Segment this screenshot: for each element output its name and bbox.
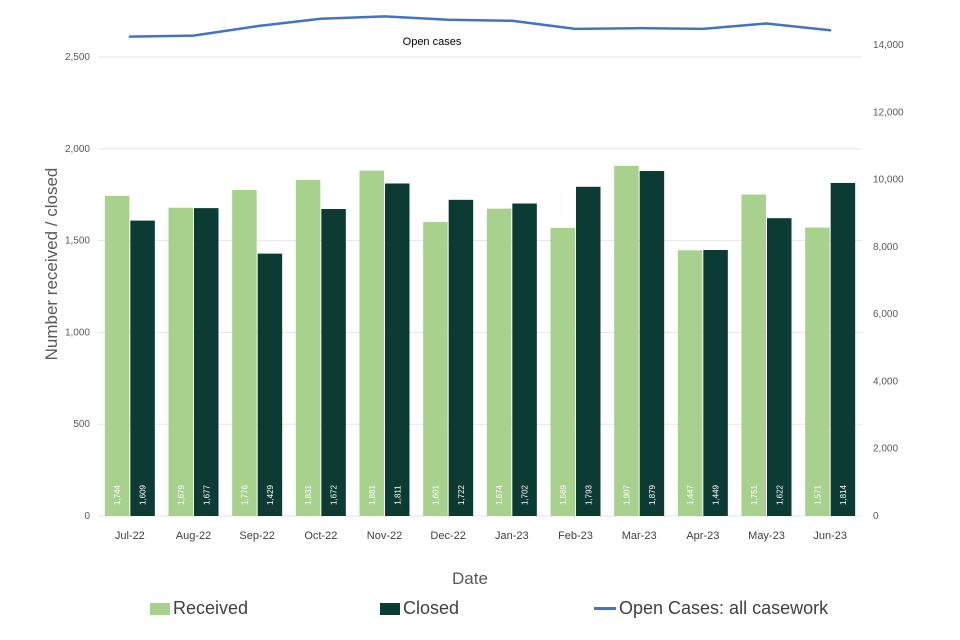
y2-tick-label: 4,000 <box>873 376 898 387</box>
legend-label-open-cases: Open Cases: all casework <box>619 598 829 618</box>
received-data-label: 1,831 <box>304 484 313 505</box>
closed-bar <box>321 209 346 516</box>
y-tick-label: 500 <box>73 419 90 430</box>
received-bar <box>295 179 321 516</box>
closed-bar <box>767 218 792 516</box>
closed-bar <box>512 203 537 516</box>
legend-label-received: Received <box>173 598 249 618</box>
x-tick-label: May-23 <box>748 530 785 542</box>
open-cases-swatch <box>594 607 616 610</box>
closed-data-label: 1,449 <box>712 484 721 505</box>
received-bar <box>232 189 257 517</box>
received-bar <box>168 207 193 516</box>
y2-tick-label: 8,000 <box>873 242 898 253</box>
closed-bar <box>130 220 155 517</box>
received-data-label: 1,674 <box>495 484 504 505</box>
x-tick-label: Aug-22 <box>176 530 211 542</box>
x-axis-title: Date <box>452 569 488 588</box>
y2-tick-label: 0 <box>873 511 879 522</box>
closed-bar <box>448 199 474 516</box>
open-cases-line <box>128 15 832 38</box>
received-data-label: 1,569 <box>559 484 568 505</box>
received-data-label: 1,744 <box>113 484 122 505</box>
x-tick-label: Jun-23 <box>813 530 847 542</box>
received-bar <box>614 165 639 516</box>
gridlines <box>98 56 862 517</box>
closed-data-label: 1,609 <box>139 484 148 505</box>
y2-tick-label: 12,000 <box>873 107 904 118</box>
x-tick-label: Nov-22 <box>367 530 402 542</box>
x-tick-label: Oct-22 <box>304 530 337 542</box>
y-tick-label: 1,000 <box>65 327 90 338</box>
x-tick-label: Sep-22 <box>239 530 274 542</box>
x-tick-label: Dec-22 <box>430 530 465 542</box>
closed-data-label: 1,672 <box>330 484 339 505</box>
received-data-label: 1,571 <box>813 484 822 505</box>
closed-bar <box>194 208 219 517</box>
received-bar <box>677 250 703 516</box>
received-bar <box>805 227 830 517</box>
bars: 1,744 1,609 1,679 1,677 1,776 1,429 1,831 1,672… <box>104 165 856 517</box>
x-tick-label: Mar-23 <box>622 530 657 542</box>
closed-data-label: 1,814 <box>839 484 848 505</box>
closed-bar <box>576 186 601 516</box>
y2-tick-label: 2,000 <box>873 444 898 455</box>
x-tick-label: Jan-23 <box>495 530 529 542</box>
y2-tick-label: 6,000 <box>873 309 898 320</box>
received-data-label: 1,447 <box>686 484 695 505</box>
legend-item-closed: Closed <box>380 598 459 619</box>
closed-data-label: 1,793 <box>584 484 593 505</box>
closed-data-label: 1,429 <box>266 484 275 505</box>
closed-bar <box>703 249 728 516</box>
y-axis-title: Number received / closed <box>42 168 61 361</box>
legend-item-open-cases: Open Cases: all casework <box>594 598 828 619</box>
closed-data-label: 1,722 <box>457 484 466 505</box>
x-tick-label: Jul-22 <box>115 530 145 542</box>
closed-swatch <box>380 602 400 615</box>
received-data-label: 1,751 <box>750 484 759 505</box>
legend-label-closed: Closed <box>403 598 460 618</box>
received-bar <box>486 208 512 516</box>
right-axis-ticks: 0 2,000 4,000 6,000 8,000 10,000 12,000 14,000 <box>873 40 904 522</box>
received-swatch <box>150 602 170 615</box>
received-data-label: 1,907 <box>622 484 631 505</box>
left-axis-ticks: 0 500 1,000 1,500 2,000 2,500 <box>65 52 90 522</box>
open-cases-line-path <box>128 15 832 38</box>
closed-data-label: 1,622 <box>775 484 784 505</box>
received-data-label: 1,881 <box>368 484 377 505</box>
closed-data-label: 1,879 <box>648 484 657 505</box>
closed-bar <box>639 171 665 516</box>
legend-item-received: Received <box>150 598 248 619</box>
x-axis-ticks: Jul-22 Aug-22 Sep-22 Oct-22 Nov-22 Dec-22 Jan-… <box>115 530 847 542</box>
received-data-label: 1,601 <box>431 484 440 505</box>
received-data-label: 1,679 <box>177 484 186 505</box>
received-bar <box>550 227 575 517</box>
closed-bar <box>257 253 283 516</box>
closed-data-label: 1,702 <box>521 484 530 505</box>
received-bar <box>423 222 448 516</box>
y-tick-label: 0 <box>84 511 90 522</box>
closed-bar <box>385 183 410 516</box>
y2-tick-label: 10,000 <box>873 175 904 186</box>
received-bar <box>359 170 384 516</box>
legend: Received Closed Open Cases: all casework <box>0 598 960 624</box>
closed-data-label: 1,677 <box>202 484 211 505</box>
x-tick-label: Apr-23 <box>686 530 719 542</box>
open-cases-annotation: Open cases <box>403 36 462 48</box>
received-bar <box>104 195 130 516</box>
closed-bar <box>830 182 856 517</box>
received-bar <box>741 194 766 516</box>
closed-data-label: 1,811 <box>393 485 402 505</box>
y-tick-label: 1,500 <box>65 236 90 247</box>
x-tick-label: Feb-23 <box>558 530 593 542</box>
received-data-label: 1,776 <box>240 484 249 505</box>
y2-tick-label: 14,000 <box>873 40 904 51</box>
y-tick-label: 2,000 <box>65 144 90 155</box>
y-tick-label: 2,500 <box>65 52 90 63</box>
